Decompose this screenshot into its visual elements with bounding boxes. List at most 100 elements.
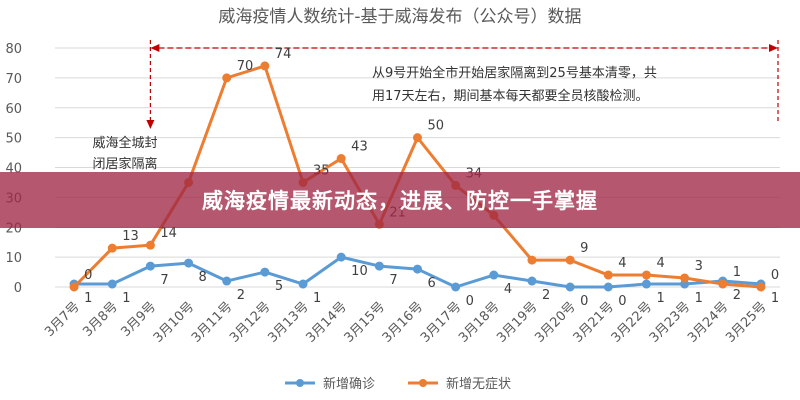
data-label: 50 xyxy=(428,119,445,134)
data-point xyxy=(298,279,308,289)
y-tick-label: 0 xyxy=(14,281,22,296)
data-label: 7 xyxy=(389,273,397,288)
x-tick-label: 3月23号 xyxy=(647,299,694,346)
data-label: 43 xyxy=(351,140,368,155)
data-label: 6 xyxy=(428,276,436,291)
x-tick-label: 3月11号 xyxy=(189,299,236,346)
data-point xyxy=(451,282,461,292)
data-label: 0 xyxy=(618,294,626,309)
x-tick-label: 3月10号 xyxy=(151,299,198,346)
data-point xyxy=(107,243,117,253)
data-point xyxy=(222,73,232,83)
x-tick-label: 3月12号 xyxy=(227,299,274,346)
legend: 新增确诊 新增无症状 xyxy=(285,376,511,392)
headline-text: 威海疫情最新动态，进展、防控一手掌握 xyxy=(202,189,598,213)
data-point xyxy=(641,279,651,289)
x-tick-label: 3月20号 xyxy=(532,299,579,346)
data-label: 7 xyxy=(160,273,168,288)
data-label: 0 xyxy=(466,294,474,309)
annotation-layer: 威海全城封 闭居家隔离 从9号开始全市开始居家隔离到25号基本清零，共 用17天… xyxy=(92,40,779,172)
data-point xyxy=(603,270,613,280)
y-tick-label: 50 xyxy=(5,132,22,147)
data-label: 3 xyxy=(695,259,703,274)
x-tick-label: 3月22号 xyxy=(609,299,656,346)
data-label: 10 xyxy=(351,264,368,279)
x-tick-label: 3月14号 xyxy=(303,299,350,346)
data-point xyxy=(107,279,117,289)
data-point xyxy=(336,252,346,262)
left-annotation-line1: 威海全城封 xyxy=(92,135,157,151)
y-tick-label: 60 xyxy=(5,102,22,117)
data-point xyxy=(184,258,194,268)
y-tick-label: 70 xyxy=(5,72,22,87)
data-point xyxy=(565,282,575,292)
data-point xyxy=(413,264,422,274)
data-label: 1 xyxy=(733,265,741,280)
x-tick-label: 3月7号 xyxy=(42,299,83,340)
x-tick-label: 3月15号 xyxy=(342,299,389,346)
data-label: 4 xyxy=(504,282,512,297)
data-label: 0 xyxy=(580,294,588,309)
data-label: 1 xyxy=(84,291,92,306)
data-point xyxy=(603,282,613,292)
data-label: 4 xyxy=(618,256,626,271)
x-tick-label: 3月24号 xyxy=(685,299,732,346)
y-tick-label: 10 xyxy=(5,251,22,266)
right-annotation-line1: 从9号开始全市开始居家隔离到25号基本清零，共 xyxy=(372,65,657,81)
x-tick-label: 3月21号 xyxy=(571,299,618,346)
x-axis: 3月7号3月8号3月9号3月10号3月11号3月12号3月13号3月14号3月1… xyxy=(42,299,770,346)
data-point xyxy=(527,276,537,286)
x-tick-label: 3月19号 xyxy=(494,299,541,346)
data-point xyxy=(260,267,270,277)
chart-title: 威海疫情人数统计-基于威海发布（公众号）数据 xyxy=(218,7,581,27)
data-point xyxy=(413,133,422,143)
data-point xyxy=(756,282,766,292)
data-point xyxy=(260,61,270,71)
legend-label: 新增无症状 xyxy=(446,376,511,392)
data-label: 9 xyxy=(580,241,588,256)
x-tick-label: 3月18号 xyxy=(456,299,503,346)
x-tick-label: 3月17号 xyxy=(418,299,465,346)
y-axis: 01020304050607080 xyxy=(5,42,22,296)
data-label: 13 xyxy=(122,229,139,244)
data-label: 0 xyxy=(84,268,92,283)
x-tick-label: 3月13号 xyxy=(265,299,312,346)
legend-swatch-marker xyxy=(296,379,304,387)
data-point xyxy=(145,240,155,250)
data-label: 70 xyxy=(237,59,254,74)
left-annotation-line2: 闭居家隔离 xyxy=(92,156,157,172)
data-label: 0 xyxy=(771,268,779,283)
data-point xyxy=(680,273,690,283)
data-point xyxy=(374,261,384,271)
data-point xyxy=(145,261,155,271)
headline-banner: 威海疫情最新动态，进展、防控一手掌握 xyxy=(0,172,800,228)
data-point xyxy=(718,279,728,289)
data-label: 1 xyxy=(771,291,779,306)
legend-swatch-marker xyxy=(419,379,427,387)
data-label: 4 xyxy=(656,256,664,271)
data-point xyxy=(222,276,232,286)
y-tick-label: 80 xyxy=(5,42,22,57)
data-label: 1 xyxy=(122,291,130,306)
data-label: 1 xyxy=(656,291,664,306)
down-arrow-icon xyxy=(146,120,155,129)
data-label: 14 xyxy=(160,226,177,241)
legend-label: 新增确诊 xyxy=(323,376,375,392)
right-annotation-line2: 用17天左右，期间基本每天都要全员核酸检测。 xyxy=(372,88,649,104)
x-tick-label: 3月25号 xyxy=(723,299,770,346)
left-arrowhead-icon xyxy=(150,44,160,52)
data-label: 2 xyxy=(733,288,741,303)
data-point xyxy=(489,270,499,280)
data-point xyxy=(641,270,651,280)
right-arrowhead-icon xyxy=(769,44,778,52)
data-label: 5 xyxy=(275,279,283,294)
data-point xyxy=(69,282,79,292)
data-label: 1 xyxy=(695,291,703,306)
data-label: 74 xyxy=(275,47,292,62)
x-tick-label: 3月16号 xyxy=(380,299,427,346)
data-label: 8 xyxy=(199,270,207,285)
data-point xyxy=(565,255,575,265)
data-label: 1 xyxy=(313,291,321,306)
data-point xyxy=(527,255,537,265)
data-point xyxy=(336,154,346,164)
